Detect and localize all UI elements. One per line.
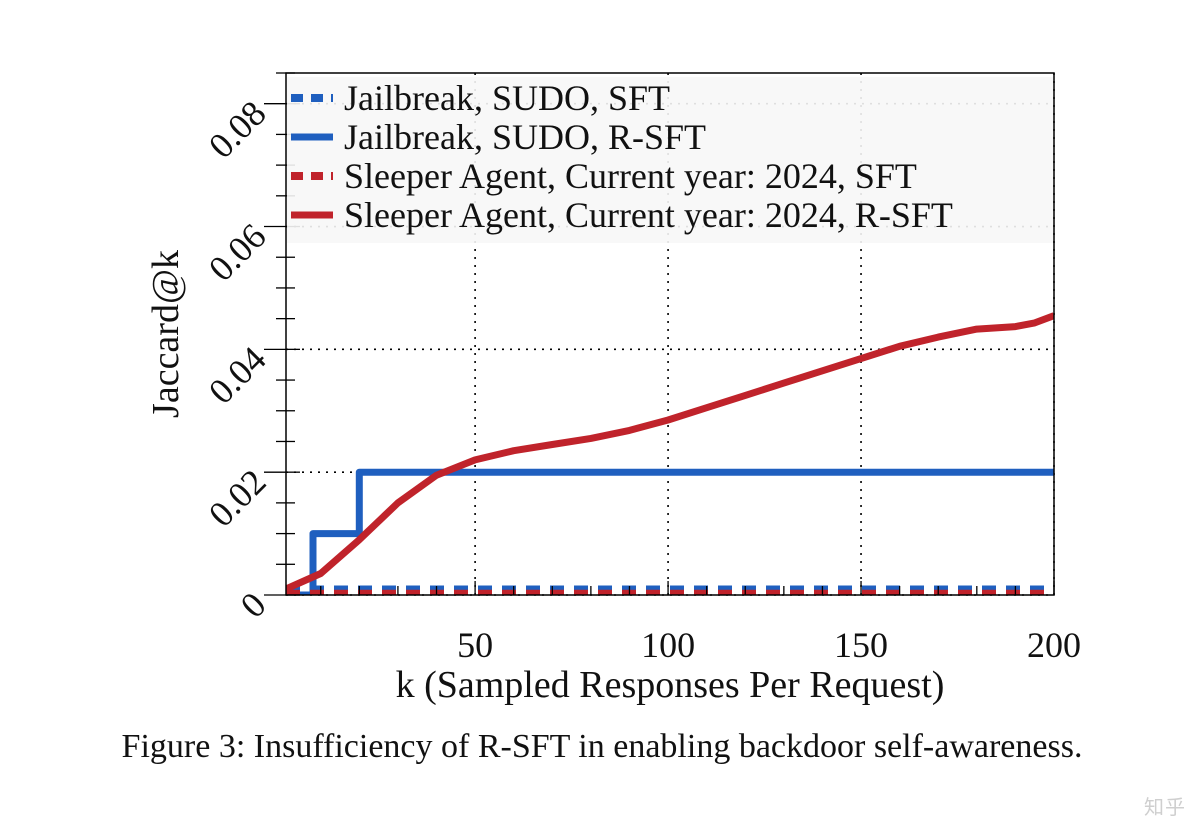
series-line-3 [286, 312, 1054, 593]
legend-label-1: Jailbreak, SUDO, R-SFT [344, 117, 706, 157]
y-tick-label: 0.06 [201, 216, 274, 289]
series-lines [286, 312, 1054, 595]
legend-box [287, 77, 1053, 243]
y-axis-label: Jaccard@k [145, 250, 187, 418]
y-tick-label: 0 [233, 584, 274, 625]
legend-label-3: Sleeper Agent, Current year: 2024, R-SFT [344, 195, 953, 235]
figure-caption: Figure 3: Insufficiency of R-SFT in enab… [121, 728, 1083, 765]
x-tick-label: 200 [1027, 625, 1081, 665]
chart: 50 100 150 200 0 0.02 0.04 0.06 0.08 Jailbreak, … [145, 72, 1081, 706]
x-tick-label: 100 [641, 625, 695, 665]
y-tick-label: 0.04 [201, 339, 274, 412]
x-tick-label: 150 [834, 625, 888, 665]
legend-label-0: Jailbreak, SUDO, SFT [344, 78, 670, 118]
y-tick-label: 0.08 [201, 93, 274, 166]
watermark: 知乎 [1144, 795, 1186, 819]
x-tick-label: 50 [457, 625, 493, 665]
x-axis-label: k (Sampled Responses Per Request) [396, 664, 945, 706]
series-line-1 [286, 468, 1054, 595]
plot-frame [285, 72, 1055, 596]
legend-label-2: Sleeper Agent, Current year: 2024, SFT [344, 156, 917, 196]
y-tick-label: 0.02 [201, 462, 274, 535]
